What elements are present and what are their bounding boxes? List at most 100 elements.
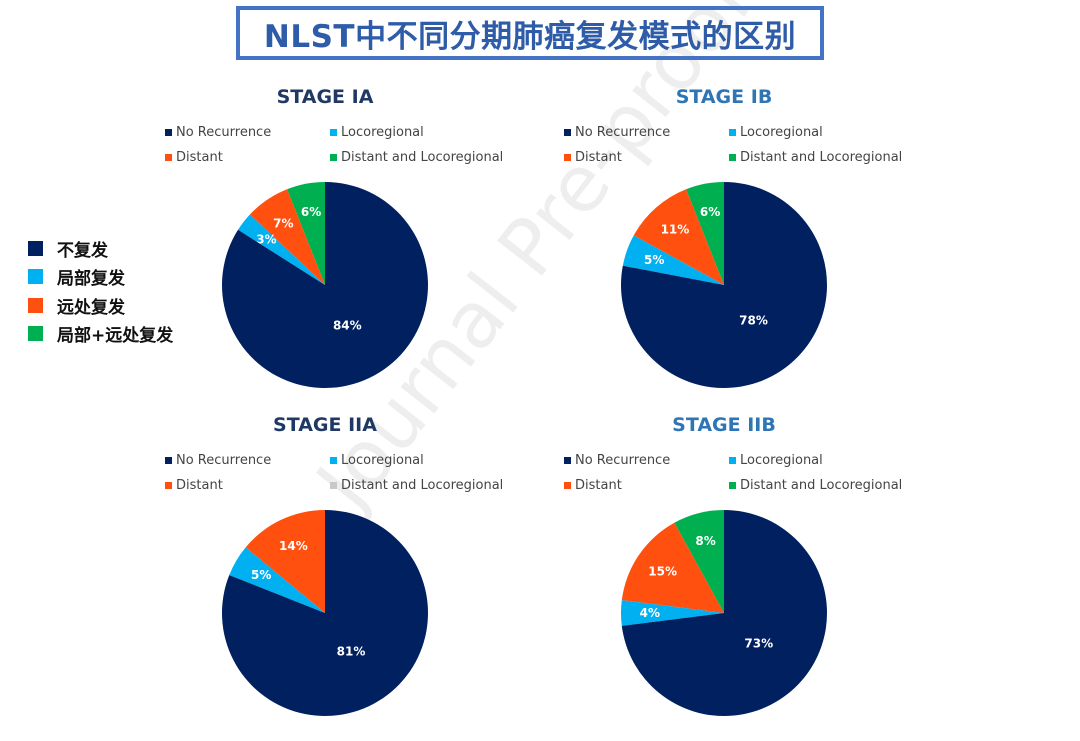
pie-slice [633,189,724,285]
pie-slice-label: 73% [744,637,773,651]
legend-swatch [729,129,736,136]
legend-swatch [330,482,337,489]
page-title: NLST中不同分期肺癌复发模式的区别 [236,6,824,60]
legend-swatch [564,129,571,136]
legend-label: Distant [575,478,622,493]
legend-swatch [28,269,43,285]
pie-slice [621,522,724,613]
legend-label: Distant and Locoregional [341,150,504,165]
chart-title: STAGE IIB [672,414,776,436]
pie-slice-label: 15% [648,564,677,578]
legend-swatch [564,482,571,489]
chart-legend-item: Distant and Locoregional [330,150,503,165]
chart-legend-item: Distant and Locoregional [330,478,503,493]
legend-label: Distant [575,150,622,165]
side-legend: 不复发 局部复发 远处复发 局部+远处复发 [28,234,173,348]
legend-label: Locoregional [740,125,823,140]
pie-slice [245,510,325,613]
chart-legend-item: Distant and Locoregional [729,150,902,165]
chart-title: STAGE IA [276,86,374,108]
legend-label: Distant and Locoregional [740,478,903,493]
legend-label: Distant [176,478,223,493]
chart-legend-item: Distant [165,478,223,493]
legend-label: Distant and Locoregional [341,478,504,493]
legend-label: 不复发 [57,240,108,261]
legend-label: Locoregional [341,453,424,468]
chart-legend-item: Locoregional [729,125,823,140]
legend-swatch [729,154,736,161]
pie-slice [622,235,724,285]
chart-legend-item: Locoregional [729,453,823,468]
legend-swatch [165,129,172,136]
chart-legend-item: Locoregional [330,453,424,468]
pie-slice [686,182,724,285]
pie-slice-label: 81% [337,644,366,658]
legend-swatch [165,482,172,489]
legend-label: 局部+远处复发 [57,326,174,347]
chart-legend-item: Distant [564,478,622,493]
pie-slice [287,182,325,285]
chart-title: STAGE IIA [273,414,377,436]
pie-slice [621,600,724,626]
legend-label: Distant [176,150,223,165]
legend-swatch [330,129,337,136]
legend-label: Locoregional [740,453,823,468]
legend-label: Distant and Locoregional [740,150,903,165]
pie-slice-label: 78% [739,314,768,328]
pie-slice-label: 11% [661,222,690,236]
chart-legend-item: Distant [165,150,223,165]
legend-label: No Recurrence [575,125,671,140]
pie-slice [249,189,325,285]
chart-title: STAGE IB [675,86,773,108]
legend-swatch [330,457,337,464]
pie-slice [674,510,724,613]
pie-slice [222,510,429,716]
legend-swatch [165,457,172,464]
legend-swatch [729,457,736,464]
chart-legend-item: Locoregional [330,125,424,140]
pie-slice [238,214,325,285]
legend-swatch [28,297,43,313]
chart-legend-item: No Recurrence [564,453,670,468]
legend-label: 远处复发 [57,297,125,318]
pie-slice-label: 5% [251,568,271,582]
pie-slice-label: 7% [273,217,293,231]
pie-slice-label: 3% [256,233,276,247]
pie-slice-label: 6% [700,205,720,219]
legend-label: No Recurrence [176,453,272,468]
pie-slice [621,510,827,717]
chart-legend-item: Distant [564,150,622,165]
watermark: Journal Pre-proof [300,0,771,526]
side-legend-item: 局部复发 [28,263,173,292]
pie-slice [229,547,325,613]
legend-swatch [729,482,736,489]
legend-label: 局部复发 [57,269,125,290]
legend-swatch [330,154,337,161]
chart-legend-item: Distant and Locoregional [729,478,902,493]
chart-legend-item: No Recurrence [564,125,670,140]
pie-slice-label: 14% [279,539,308,553]
pie-slice-label: 8% [695,534,715,548]
legend-label: No Recurrence [575,453,671,468]
legend-swatch [165,154,172,161]
pie-slice-label: 84% [333,319,362,333]
pie-slice-label: 6% [301,205,321,219]
chart-legend-item: No Recurrence [165,125,271,140]
pie-slice-label: 5% [644,253,664,267]
legend-swatch [564,457,571,464]
pie-slice [620,182,827,389]
side-legend-item: 不复发 [28,234,173,263]
side-legend-item: 远处复发 [28,291,173,320]
chart-legend-item: No Recurrence [165,453,271,468]
legend-swatch [564,154,571,161]
legend-swatch [28,326,43,342]
legend-label: Locoregional [341,125,424,140]
pie-slice-label: 4% [640,606,660,620]
legend-swatch [28,240,43,256]
legend-label: No Recurrence [176,125,272,140]
side-legend-item: 局部+远处复发 [28,320,173,349]
